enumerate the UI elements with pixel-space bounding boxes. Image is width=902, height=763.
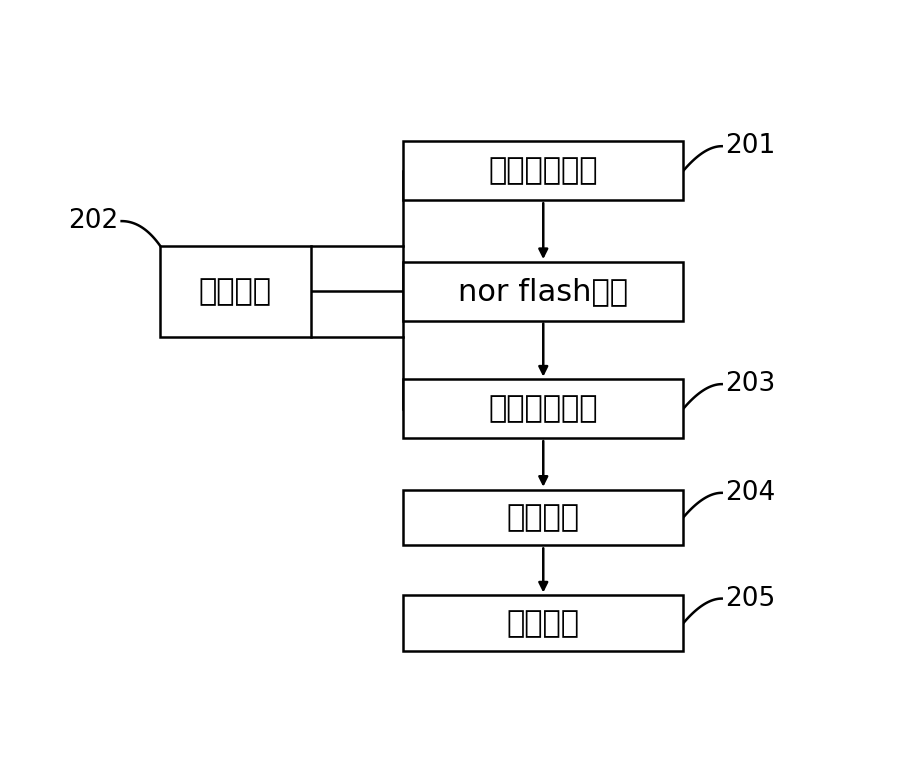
Text: 结果模块: 结果模块 bbox=[506, 609, 579, 638]
FancyBboxPatch shape bbox=[403, 141, 683, 200]
FancyBboxPatch shape bbox=[403, 490, 683, 546]
FancyBboxPatch shape bbox=[403, 595, 683, 651]
Text: 204: 204 bbox=[724, 480, 775, 506]
FancyBboxPatch shape bbox=[160, 246, 310, 336]
Text: 第二查错模块: 第二查错模块 bbox=[488, 394, 597, 423]
FancyBboxPatch shape bbox=[403, 262, 683, 320]
Text: 202: 202 bbox=[68, 208, 118, 234]
Text: 205: 205 bbox=[724, 585, 775, 612]
Text: nor flash芯片: nor flash芯片 bbox=[457, 277, 628, 306]
Text: 第一查错模块: 第一查错模块 bbox=[488, 156, 597, 185]
Text: 记录模块: 记录模块 bbox=[506, 503, 579, 532]
Text: 201: 201 bbox=[724, 134, 775, 159]
Text: 203: 203 bbox=[724, 371, 775, 397]
Text: 替换模块: 替换模块 bbox=[198, 277, 272, 306]
FancyBboxPatch shape bbox=[403, 379, 683, 438]
